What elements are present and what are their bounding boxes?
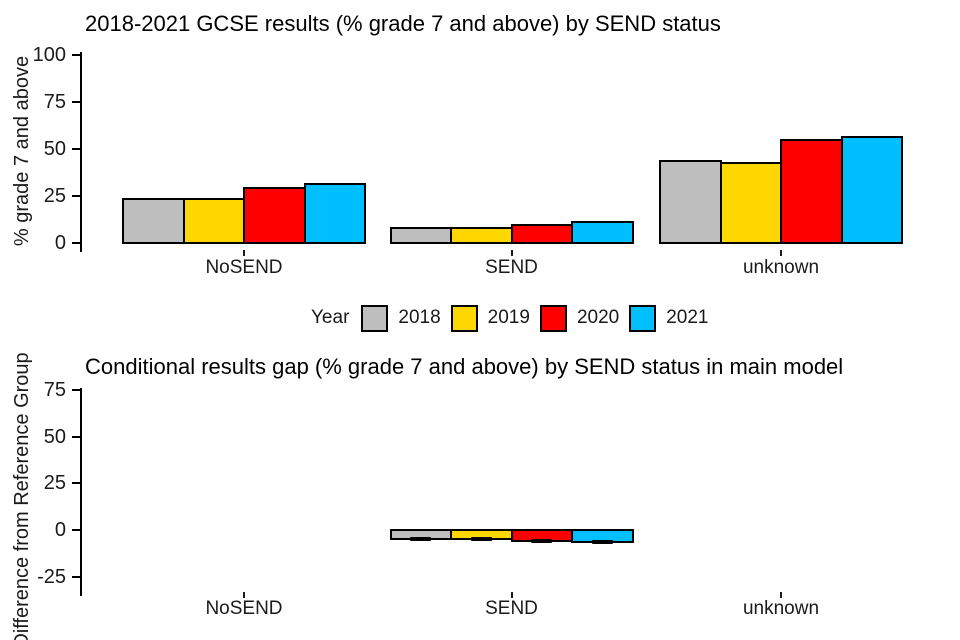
bar-nosend-2018 [122,197,185,244]
legend-item-2018: 2018 [361,304,441,332]
category-label-nosend: NoSEND [205,257,283,278]
y-tick-label: 50 [43,425,66,448]
bar-unknown-2020 [780,139,843,244]
chart-title: Conditional results gap (% grade 7 and a… [85,354,844,379]
bar-send-2021 [571,221,634,244]
y-tick [72,148,80,150]
y-tick [72,435,80,438]
estimate-marker-send-2021 [591,540,613,545]
bar-unknown-2021 [840,135,903,244]
bar-unknown-2018 [659,160,722,244]
y-tick-label: 75 [43,91,66,113]
legend-item-2020: 2020 [539,304,620,332]
bar-nosend-2020 [243,187,306,244]
estimate-marker-send-2020 [531,538,553,543]
legend-entry-label: 2020 [576,307,620,328]
conditional-gap-chart: Conditional results gap (% grade 7 and a… [0,295,960,640]
bar-send-2020 [510,224,573,244]
estimate-marker-send-2019 [470,536,492,541]
x-tick [780,592,782,598]
y-tick [72,54,80,56]
y-axis-line [80,52,82,252]
category-label-unknown: unknown [742,257,820,278]
year-legend: Year 2018 2019 2020 2021 [311,303,709,333]
x-tick [243,592,245,598]
chart-title: 2018-2021 GCSE results (% grade 7 and ab… [85,11,721,36]
x-tick [243,250,245,256]
y-tick-label: 0 [54,232,66,254]
y-tick [72,529,80,531]
y-tick [72,575,80,578]
bar-unknown-2019 [719,162,782,244]
legend-title: Year [311,307,350,328]
x-tick [510,250,513,256]
x-tick [780,250,782,256]
y-tick [72,101,80,103]
legend-entry-label: 2019 [487,307,530,328]
estimate-marker-send-2018 [410,536,432,541]
gcse-results-chart: 2018-2021 GCSE results (% grade 7 and ab… [0,0,960,295]
y-tick-label: 50 [43,138,66,160]
bar-nosend-2021 [303,182,366,244]
legend-entry-label: 2021 [666,307,709,328]
legend-swatch-2020 [539,304,567,332]
y-tick-label: 0 [54,519,66,541]
y-tick [72,388,80,391]
legend-item-2021: 2021 [629,304,709,332]
legend-swatch-2018 [361,304,389,332]
y-tick-label: 100 [32,44,66,66]
y-axis-line [80,388,82,596]
category-label-send: SEND [485,257,538,278]
category-label-nosend: NoSEND [205,598,283,619]
bar-nosend-2019 [182,197,245,244]
legend-entry-label: 2018 [398,307,441,328]
y-tick-label: 75 [43,378,66,401]
y-axis-label: Difference from Reference Group [11,352,33,640]
y-tick [72,195,80,197]
y-tick-label: 25 [43,185,66,207]
y-tick [72,242,80,244]
y-tick-label: -25 [37,565,66,588]
bar-send-2019 [450,226,513,244]
category-label-unknown: unknown [742,598,820,619]
legend-swatch-2021 [629,304,657,332]
x-tick [510,592,513,598]
category-label-send: SEND [485,598,538,619]
legend-swatch-2019 [450,304,478,332]
y-tick [72,482,80,485]
bar-send-2018 [389,226,452,244]
y-tick-label: 25 [43,472,66,495]
legend-item-2019: 2019 [450,304,530,332]
